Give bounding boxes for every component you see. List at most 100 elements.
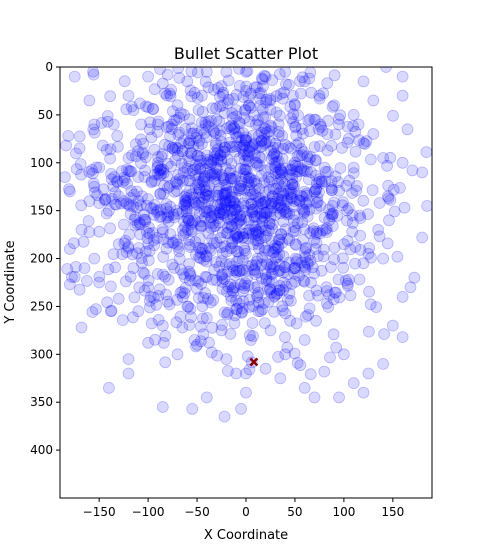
scatter-point [142,101,155,114]
scatter-point [169,141,182,154]
scatter-point [336,141,348,154]
scatter-point [279,348,292,361]
scatter-point [109,261,122,274]
scatter-point [332,113,345,125]
scatter-point [259,224,272,237]
scatter-point [224,120,237,133]
scatter-point [104,143,117,156]
scatter-point [362,325,375,338]
scatter-points [60,67,432,423]
scatter-point [254,194,267,207]
scatter-point [273,258,286,271]
scatter-point [280,78,292,91]
scatter-point [144,290,157,303]
scatter-point [341,214,353,227]
scatter-point [307,225,320,238]
scatter-point [268,156,281,169]
scatter-point [256,210,269,222]
x-tick-label: 0 [242,505,250,519]
scatter-point [275,228,288,241]
scatter-point [181,174,194,187]
scatter-point [260,195,272,208]
scatter-point [272,233,285,246]
scatter-point [207,126,220,138]
scatter-point [352,118,365,131]
scatter-point [314,227,326,240]
scatter-point [311,250,324,263]
scatter-point [184,267,197,280]
scatter-point [234,278,247,291]
scatter-point [357,137,370,150]
scatter-point [299,251,312,263]
scatter-point [396,331,409,344]
scatter-point [124,208,137,221]
scatter-point [289,120,302,133]
scatter-point [151,156,164,169]
scatter-point [281,294,294,307]
scatter-point [326,210,338,223]
scatter-point [251,280,264,293]
scatter-point [272,188,285,200]
scatter-point [111,176,124,188]
scatter-point [226,141,239,154]
scatter-point [214,129,227,142]
scatter-point [233,230,246,243]
scatter-point [175,137,187,150]
scatter-point [202,81,215,94]
scatter-point [296,164,309,176]
scatter-point [195,242,208,255]
scatter-point [252,296,265,309]
scatter-point [246,188,259,201]
scatter-point [109,198,121,211]
scatter-point [194,151,207,164]
scatter-point [239,277,252,290]
scatter-point [273,284,286,297]
scatter-point [145,201,158,214]
scatter-point [142,221,155,234]
scatter-point [105,304,118,317]
scatter-point [243,329,256,342]
scatter-point [206,168,219,180]
scatter-point [112,190,125,203]
scatter-point [155,168,168,181]
scatter-point [191,128,204,140]
scatter-point [281,341,294,354]
scatter-point [143,123,156,136]
scatter-point [167,208,180,221]
scatter-point [279,331,291,344]
scatter-point [310,202,323,215]
scatter-point [139,164,151,177]
scatter-point [245,176,258,189]
scatter-point [220,353,233,366]
scatter-point [171,149,184,162]
scatter-point [288,180,301,193]
scatter-point [147,103,159,115]
scatter-point [227,282,240,295]
scatter-point [160,198,173,211]
scatter-point [151,204,164,217]
scatter-point [364,153,377,166]
scatter-point [87,177,100,190]
scatter-point [176,145,189,158]
scatter-point [313,89,326,102]
scatter-point [194,252,207,265]
scatter-point [289,159,302,172]
scatter-point [235,134,248,147]
scatter-point [205,211,218,224]
scatter-point [268,289,281,302]
scatter-point [303,249,316,261]
scatter-point [243,223,256,236]
scatter-point [226,260,239,273]
scatter-point [249,234,262,247]
scatter-point [237,127,250,140]
scatter-point [68,237,80,250]
scatter-point [300,198,313,211]
scatter-point [318,161,331,174]
scatter-point [267,246,280,259]
scatter-point [242,91,255,104]
scatter-point [271,141,284,154]
scatter-point [298,204,311,217]
scatter-point [262,171,275,184]
scatter-point [131,247,144,260]
scatter-point [189,214,201,227]
